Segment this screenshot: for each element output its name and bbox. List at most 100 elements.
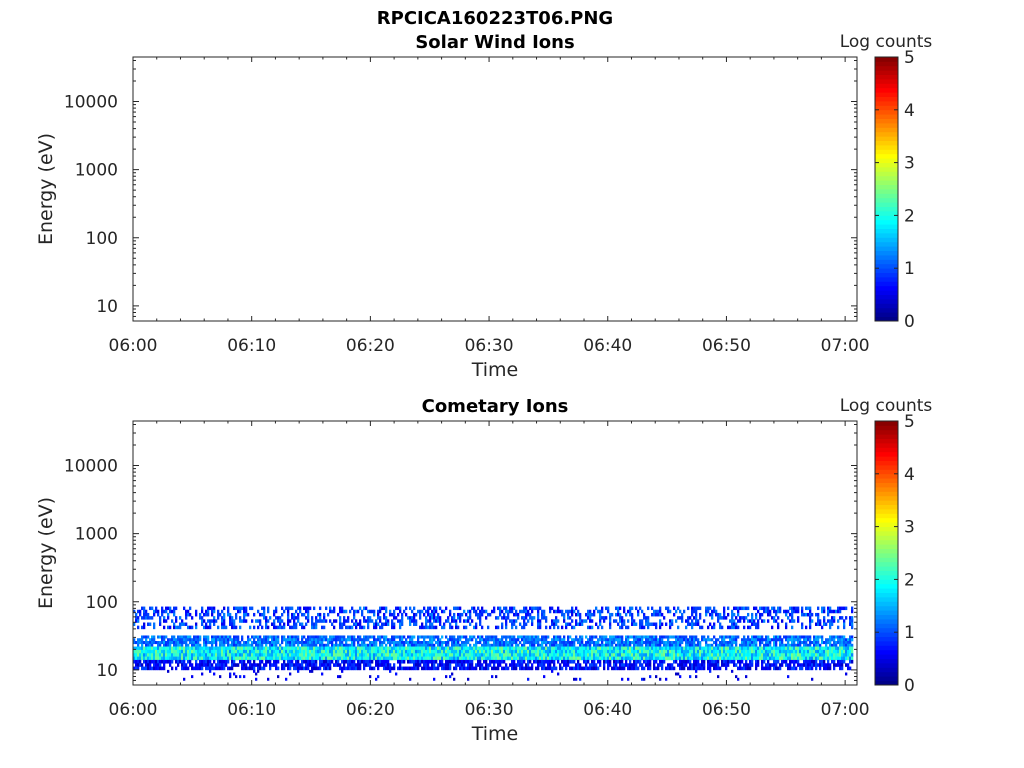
spectrogram-cell <box>559 656 562 661</box>
spectrogram-cell <box>773 609 776 614</box>
spectrogram-cell <box>543 641 546 645</box>
spectrogram-cell <box>569 659 572 664</box>
spectrogram-cell <box>589 619 592 623</box>
spectrogram-cell <box>173 609 176 614</box>
spectrogram-cell <box>337 635 340 639</box>
spectrogram-cell <box>781 656 784 661</box>
spectrogram-cell <box>515 656 518 661</box>
spectrogram-cell <box>431 612 434 617</box>
spectrogram-cell <box>763 646 766 651</box>
spectrogram-cell <box>427 641 430 645</box>
spectrogram-cell <box>471 653 474 657</box>
spectrogram-cell <box>395 606 398 611</box>
spectrogram-cell <box>413 612 416 617</box>
spectrogram-cell <box>839 656 842 661</box>
spectrogram-cell <box>551 641 554 645</box>
spectrogram-cell <box>401 659 404 664</box>
spectrogram-cell <box>285 641 288 645</box>
spectrogram-cell <box>429 619 432 623</box>
spectrogram-cell <box>211 656 214 661</box>
spectrogram-cell <box>727 653 730 657</box>
spectrogram-cell <box>851 659 854 664</box>
spectrogram-cell <box>323 643 326 647</box>
spectrogram-cell <box>301 656 304 661</box>
spectrogram-cell <box>163 616 166 620</box>
spectrogram-cell <box>435 653 438 657</box>
spectrogram-cell <box>741 646 744 651</box>
spectrogram-cell <box>691 612 694 617</box>
spectrogram-cell <box>303 666 306 671</box>
spectrogram-cell <box>599 643 602 647</box>
spectrogram-cell <box>541 663 544 667</box>
spectrogram-cell <box>621 646 624 651</box>
spectrogram-cell <box>267 635 270 639</box>
spectrogram-cell <box>185 653 188 657</box>
spectrogram-cell <box>139 641 142 645</box>
colorbar-segment <box>875 105 898 111</box>
spectrogram-cell <box>351 659 354 664</box>
spectrogram-cell <box>613 638 616 642</box>
spectrogram-cell <box>221 619 224 623</box>
spectrogram-cell <box>349 656 352 661</box>
spectrogram-cell <box>617 622 620 626</box>
spectrogram-cell <box>491 675 494 679</box>
spectrogram-cell <box>415 653 418 657</box>
spectrogram-cell <box>365 659 368 664</box>
spectrogram-cell <box>569 609 572 614</box>
spectrogram-cell <box>755 638 758 642</box>
spectrogram-cell <box>181 666 184 671</box>
spectrogram-cell <box>321 649 324 654</box>
spectrogram-cell <box>377 646 380 651</box>
spectrogram-cell <box>635 606 638 611</box>
spectrogram-cell <box>679 649 682 654</box>
spectrogram-cell <box>769 656 772 661</box>
spectrogram-cell <box>137 641 140 645</box>
spectrogram-cell <box>315 641 318 645</box>
spectrogram-cell <box>381 663 384 667</box>
spectrogram-cell <box>269 649 272 654</box>
spectrogram-cell <box>575 677 578 681</box>
spectrogram-cell <box>737 635 740 639</box>
spectrogram-cell <box>165 659 168 664</box>
spectrogram-cell <box>177 638 180 642</box>
spectrogram-cell <box>847 653 850 657</box>
spectrogram-cell <box>785 643 788 647</box>
spectrogram-cell <box>191 616 194 620</box>
spectrogram-cell <box>713 622 716 626</box>
spectrogram-cell <box>579 643 582 647</box>
spectrogram-cell <box>577 609 580 614</box>
spectrogram-cell <box>807 638 810 642</box>
spectrogram-cell <box>215 649 218 654</box>
spectrogram-cell <box>485 643 488 647</box>
spectrogram-cell <box>447 666 450 671</box>
spectrogram-cell <box>787 653 790 657</box>
spectrogram-cell <box>399 656 402 661</box>
spectrogram-cell <box>707 609 710 614</box>
spectrogram-cell <box>295 656 298 661</box>
spectrogram-cell <box>577 653 580 657</box>
spectrogram-cell <box>691 646 694 651</box>
spectrogram-cell <box>553 646 556 651</box>
spectrogram-cell <box>849 635 852 639</box>
spectrogram-cell <box>437 656 440 661</box>
spectrogram-cell <box>519 656 522 661</box>
spectrogram-cell <box>367 653 370 657</box>
spectrogram-cell <box>825 646 828 651</box>
spectrogram-cell <box>827 649 830 654</box>
x-tick-label: 06:50 <box>702 336 751 356</box>
spectrogram-cell <box>257 619 260 623</box>
spectrogram-cell <box>143 612 146 617</box>
spectrogram-cell <box>507 609 510 614</box>
spectrogram-cell <box>225 638 228 642</box>
spectrogram-cell <box>521 656 524 661</box>
spectrogram-cell <box>667 635 670 639</box>
spectrogram-cell <box>441 663 444 667</box>
spectrogram-cell <box>395 653 398 657</box>
spectrogram-cell <box>645 638 648 642</box>
spectrogram-cell <box>729 653 732 657</box>
spectrogram-cell <box>219 653 222 657</box>
spectrogram-cell <box>263 638 266 642</box>
spectrogram-cell <box>767 649 770 654</box>
spectrogram-cell <box>691 619 694 623</box>
spectrogram-cell <box>587 641 590 645</box>
